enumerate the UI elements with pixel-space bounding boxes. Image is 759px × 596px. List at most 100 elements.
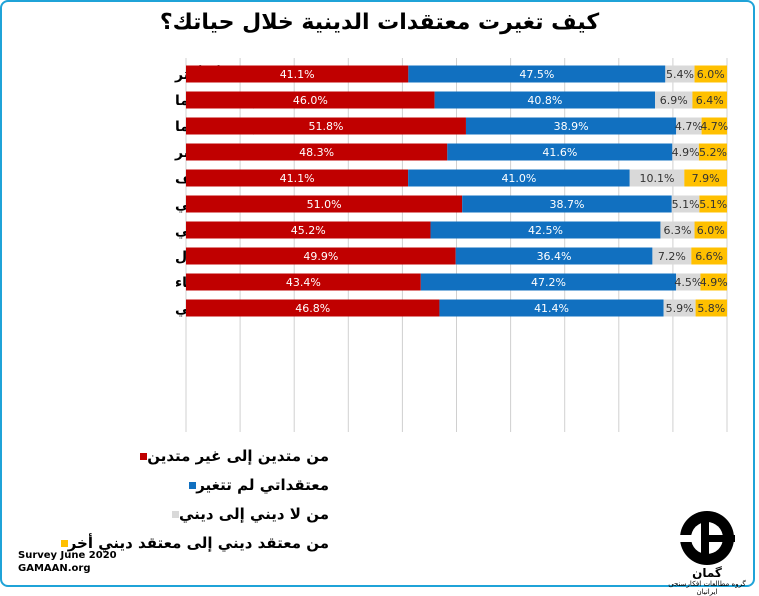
bar-segment (186, 91, 435, 109)
logo-wordmark: گمان گروه مطالعات افکارسنجی ایرانیان (664, 566, 750, 596)
stacked-bar-chart: 50 عاما أو أكثرمن 30 إلى 49 عامامن 20 إل… (174, 58, 728, 432)
gamaan-logo (679, 511, 735, 565)
bar-segment (447, 143, 673, 161)
bar-segment (695, 299, 727, 317)
data-label: 42.5% (528, 224, 563, 237)
bar-segment (694, 221, 727, 239)
bar-segment (692, 91, 727, 109)
data-label: 7.9% (692, 172, 720, 185)
legend-swatch (189, 482, 197, 489)
bar-segment (186, 117, 466, 135)
legend-label: معتقداتي لم تتغير (196, 476, 329, 494)
data-label: 5.9% (666, 302, 694, 315)
bar-segment (408, 65, 666, 83)
legend-item: معتقداتي لم تتغير (183, 476, 329, 498)
legend-item: من معتقد ديني إلى معتقد ديني أخر (55, 534, 329, 556)
logo-name: گمان (692, 566, 722, 580)
bar-segment (455, 247, 653, 265)
data-label: 6.6% (695, 250, 723, 263)
data-label: 5.1% (699, 198, 727, 211)
data-label: 46.8% (295, 302, 330, 315)
data-label: 41.1% (280, 172, 315, 185)
data-label: 10.1% (640, 172, 675, 185)
source-line-survey: Survey June 2020 (18, 550, 117, 561)
bar-segment (676, 273, 701, 291)
data-label: 4.7% (700, 120, 728, 133)
bar-segment (186, 221, 431, 239)
legend-swatch (140, 453, 148, 460)
data-label: 6.3% (664, 224, 692, 237)
bar-segment (671, 195, 700, 213)
bar-segment (665, 65, 695, 83)
bar-segment (420, 273, 677, 291)
data-label: 41.6% (542, 146, 577, 159)
bar-segment (430, 221, 661, 239)
data-label: 49.9% (303, 250, 338, 263)
data-label: 45.2% (291, 224, 326, 237)
logo-subtitle: گروه مطالعات افکارسنجی ایرانیان (668, 580, 746, 596)
bar-segment (629, 169, 685, 187)
bar-segment (684, 169, 727, 187)
data-label: 41.0% (501, 172, 536, 185)
bar-segment (701, 117, 727, 135)
data-label: 47.5% (519, 68, 554, 81)
data-label: 4.9% (700, 276, 728, 289)
data-label: 51.8% (309, 120, 344, 133)
data-label: 6.0% (697, 68, 725, 81)
legend-swatch (60, 540, 68, 547)
legend-label: من لا ديني إلى ديني (178, 505, 329, 523)
bar-segment (439, 299, 664, 317)
data-label: 6.9% (660, 94, 688, 107)
data-label: 36.4% (537, 250, 572, 263)
bar-segment (465, 117, 677, 135)
bar-segment (186, 273, 421, 291)
chart-frame (0, 0, 755, 587)
bar-segment (408, 169, 630, 187)
data-label: 48.3% (299, 146, 334, 159)
bar-segment (186, 195, 463, 213)
data-label: 4.9% (672, 146, 700, 159)
bar-segment (186, 299, 440, 317)
bar-segment (186, 65, 409, 83)
legend-label: من متدين إلى غير متدين (147, 447, 329, 465)
legend-item: من لا ديني إلى ديني (166, 505, 329, 527)
bar-segment (655, 91, 693, 109)
data-label: 7.2% (658, 250, 686, 263)
legend-swatch (171, 511, 179, 518)
bar-segment (672, 143, 699, 161)
data-label: 38.7% (549, 198, 584, 211)
bar-segment (676, 117, 702, 135)
data-label: 6.4% (696, 94, 724, 107)
bar-segment (186, 143, 448, 161)
bar-segment (698, 143, 727, 161)
data-label: 41.4% (534, 302, 569, 315)
data-label: 5.8% (697, 302, 725, 315)
data-label: 51.0% (307, 198, 342, 211)
data-label: 5.1% (672, 198, 700, 211)
legend-item: من متدين إلى غير متدين (134, 447, 329, 469)
chart-title: كيف تغيرت معتقدات الدينية خلال حياتك؟ (159, 10, 600, 35)
bar-segment (700, 273, 727, 291)
data-label: 40.8% (527, 94, 562, 107)
legend-label: من معتقد ديني إلى معتقد ديني أخر (67, 534, 329, 552)
data-label: 38.9% (554, 120, 589, 133)
bar-segment (186, 169, 409, 187)
data-label: 4.7% (675, 120, 703, 133)
source-note: Survey June 2020 GAMAAN.org (18, 549, 117, 575)
source-line-site: GAMAAN.org (18, 563, 91, 574)
data-label: 6.0% (697, 224, 725, 237)
data-label: 4.5% (674, 276, 702, 289)
data-label: 41.1% (280, 68, 315, 81)
bar-segment (434, 91, 656, 109)
data-label: 47.2% (531, 276, 566, 289)
bar-segment (699, 195, 727, 213)
bar-segment (691, 247, 727, 265)
bar-segment (462, 195, 672, 213)
bar-segment (694, 65, 727, 83)
data-label: 5.2% (699, 146, 727, 159)
data-label: 46.0% (293, 94, 328, 107)
bar-segment (186, 247, 456, 265)
bar-segment (652, 247, 692, 265)
data-label: 43.4% (286, 276, 321, 289)
bar-segment (663, 299, 696, 317)
